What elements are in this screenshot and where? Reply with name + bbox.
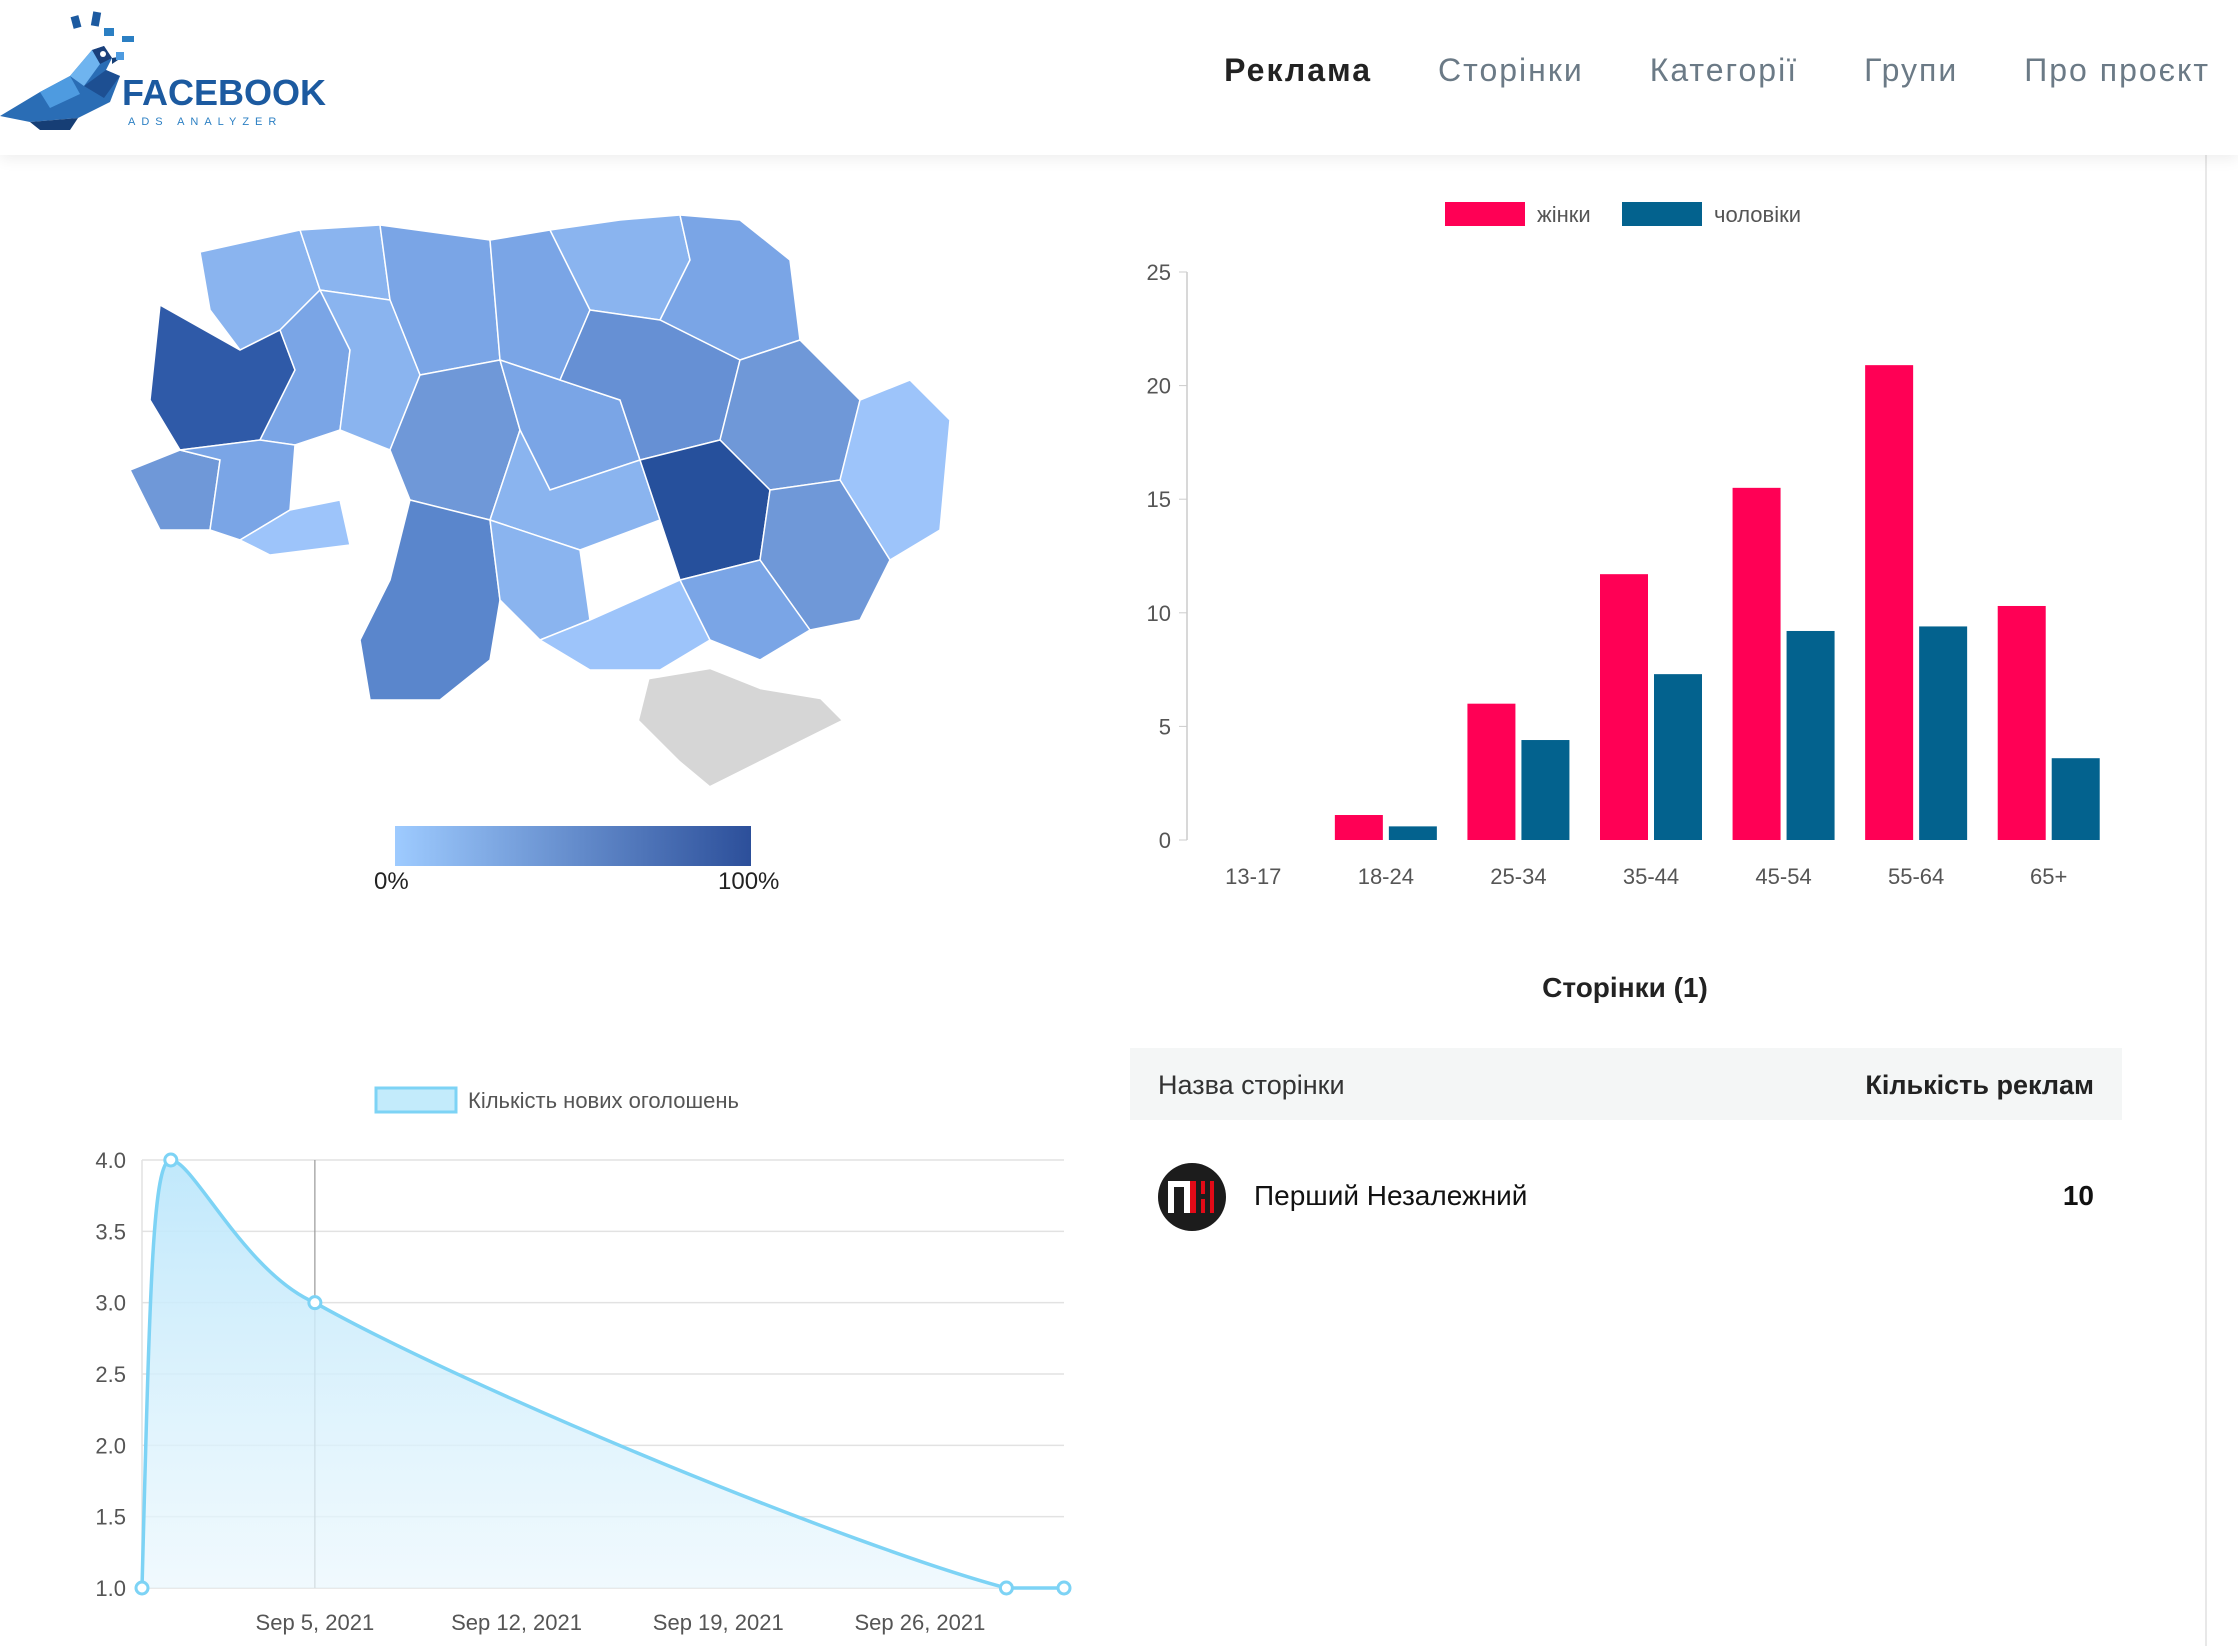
x-tick-label: 45-54 (1755, 864, 1811, 889)
nav-ads[interactable]: Реклама (1224, 52, 1373, 88)
y-tick-label: 1.5 (95, 1505, 126, 1530)
legend-swatch[interactable] (374, 1086, 458, 1114)
nav-categories[interactable]: Категорії (1649, 52, 1799, 88)
x-tick-label: 35-44 (1623, 864, 1679, 889)
bar-35-44-1[interactable] (1654, 674, 1702, 840)
pages-section-title: Сторінки (1) (1542, 972, 1708, 1003)
map-region-crimea (639, 669, 842, 786)
x-tick-label: 65+ (2030, 864, 2067, 889)
x-tick-label: 25-34 (1490, 864, 1546, 889)
column-page-name[interactable]: Назва сторінки (1158, 1070, 1345, 1100)
y-tick-label: 10 (1147, 601, 1171, 626)
legend-label[interactable]: жінки (1537, 202, 1591, 227)
bar-35-44-0[interactable] (1600, 574, 1648, 840)
page-name[interactable]: Перший Незалежний (1254, 1180, 1528, 1211)
x-tick-label: 13-17 (1225, 864, 1281, 889)
map-region-zakarpattia[interactable] (128, 449, 221, 531)
bar-25-34-0[interactable] (1467, 703, 1516, 840)
bar-45-54-1[interactable] (1786, 630, 1835, 840)
map-region-zaporizhzhia[interactable] (678, 559, 812, 661)
x-tick-label: 18-24 (1358, 864, 1414, 889)
y-tick-label: 20 (1147, 374, 1171, 399)
data-point-1[interactable] (163, 1152, 179, 1168)
data-point-2[interactable] (307, 1295, 323, 1311)
x-tick-label: Sep 5, 2021 (256, 1610, 375, 1635)
data-point-0[interactable] (134, 1580, 150, 1596)
y-tick-label: 3.0 (95, 1291, 126, 1316)
data-point-3[interactable] (998, 1580, 1014, 1596)
bird-logo-icon (0, 11, 134, 130)
map-legend-max: 100% (718, 868, 780, 895)
y-tick-label: 2.0 (95, 1433, 126, 1458)
top-header: FACEBOOK ADS ANALYZER Реклама Сторінки К… (0, 0, 2238, 155)
bar-65+-1[interactable] (2051, 758, 2100, 840)
nav-groups[interactable]: Групи (1864, 52, 1959, 88)
bar-65+-0[interactable] (1997, 605, 2046, 840)
table-row[interactable]: Перший Незалежний 10 (1130, 1155, 2122, 1239)
y-tick-label: 1.0 (95, 1576, 126, 1601)
main-nav: Реклама Сторінки Категорії Групи Про про… (1158, 52, 2210, 89)
map-legend-gradient (395, 826, 751, 866)
ukraine-regions-map (128, 214, 951, 786)
map-region-odesa[interactable] (359, 499, 501, 701)
x-tick-label: Sep 12, 2021 (451, 1610, 582, 1635)
data-point-4[interactable] (1056, 1580, 1072, 1596)
x-tick-label: 55-64 (1888, 864, 1944, 889)
series-line (140, 1158, 1064, 1590)
logo-wordmark: FACEBOOK (122, 72, 327, 113)
bar-legend: жінки чоловіки (1445, 202, 1801, 227)
new-ads-area-chart: Кількість нових оголошень 1.0 1.5 2.0 2.5 3.0… (95, 1086, 1072, 1635)
page-logo-icon (1168, 1181, 1214, 1213)
legend-swatch[interactable] (1622, 202, 1702, 226)
y-tick-label: 5 (1159, 714, 1171, 739)
logo-subtitle: ADS ANALYZER (128, 116, 283, 128)
page-ads-count: 10 (2062, 1180, 2094, 1211)
y-tick-label: 4.0 (95, 1148, 126, 1173)
nav-pages[interactable]: Сторінки (1438, 52, 1584, 88)
facebook-ads-analyzer-logo[interactable]: FACEBOOK ADS ANALYZER (0, 6, 326, 130)
content-border (2205, 155, 2207, 1646)
x-tick-label: Sep 19, 2021 (653, 1610, 784, 1635)
nav-about[interactable]: Про проєкт (2024, 52, 2210, 88)
bar-45-54-0[interactable] (1732, 487, 1781, 840)
age-gender-bar-chart: жінки чоловіки 0 5 10 15 20 25 13-17 18-24 25-34 35… (1147, 202, 2100, 889)
legend-swatch[interactable] (1445, 202, 1525, 226)
column-ads-count[interactable]: Кількість реклам (1865, 1070, 2094, 1100)
bar-18-24-1[interactable] (1388, 826, 1437, 840)
page-avatar[interactable] (1158, 1163, 1226, 1231)
y-tick-label: 25 (1147, 260, 1171, 285)
bar-55-64-1[interactable] (1919, 626, 1968, 840)
x-tick-label: Sep 26, 2021 (854, 1610, 985, 1635)
pages-table-header: Назва сторінки Кількість реклам (1130, 1048, 2122, 1120)
map-region-chernivtsi[interactable] (238, 499, 351, 556)
bar-18-24-0[interactable] (1334, 815, 1383, 840)
y-tick-label: 2.5 (95, 1362, 126, 1387)
legend-label[interactable]: чоловіки (1714, 202, 1801, 227)
legend-label[interactable]: Кількість нових оголошень (468, 1088, 739, 1113)
area-fill (142, 1160, 1064, 1588)
y-tick-label: 0 (1159, 828, 1171, 853)
y-tick-label: 3.5 (95, 1219, 126, 1244)
bar-55-64-0[interactable] (1865, 365, 1914, 840)
y-tick-label: 15 (1147, 487, 1171, 512)
map-legend-min: 0% (374, 868, 409, 895)
bar-25-34-1[interactable] (1521, 740, 1570, 840)
